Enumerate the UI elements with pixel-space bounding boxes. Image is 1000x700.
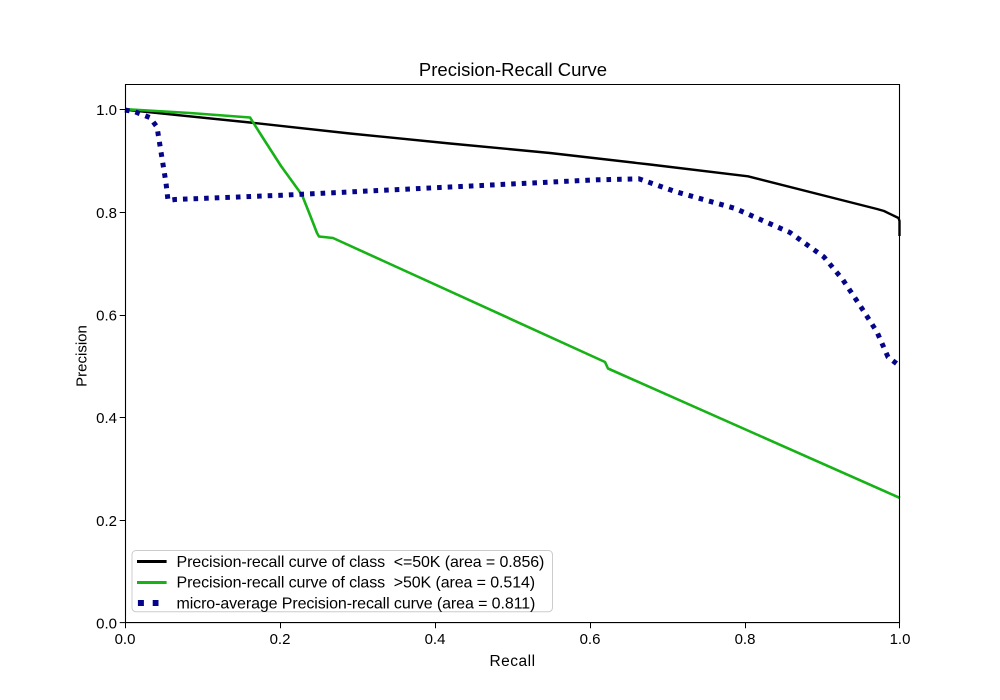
svg-text:0.4: 0.4 (425, 631, 446, 648)
svg-text:0.6: 0.6 (580, 631, 601, 648)
svg-text:0.4: 0.4 (96, 410, 117, 427)
svg-text:0.0: 0.0 (96, 616, 117, 633)
svg-text:1.0: 1.0 (890, 631, 911, 648)
svg-text:0.2: 0.2 (96, 513, 117, 530)
svg-text:0.8: 0.8 (96, 205, 117, 222)
svg-text:0.6: 0.6 (96, 308, 117, 325)
svg-text:micro-average Precision-recall: micro-average Precision-recall curve (ar… (177, 595, 536, 612)
svg-text:0.8: 0.8 (735, 631, 756, 648)
svg-text:Precision-recall curve of clas: Precision-recall curve of class <=50K (a… (177, 554, 545, 571)
svg-text:Precision-Recall Curve: Precision-Recall Curve (419, 59, 607, 80)
svg-text:Recall: Recall (489, 653, 535, 670)
svg-text:1.0: 1.0 (96, 102, 117, 119)
svg-text:0.0: 0.0 (115, 631, 136, 648)
svg-text:Precision-recall curve of clas: Precision-recall curve of class >50K (ar… (177, 575, 536, 592)
svg-text:Precision: Precision (74, 325, 91, 387)
svg-text:0.2: 0.2 (270, 631, 291, 648)
